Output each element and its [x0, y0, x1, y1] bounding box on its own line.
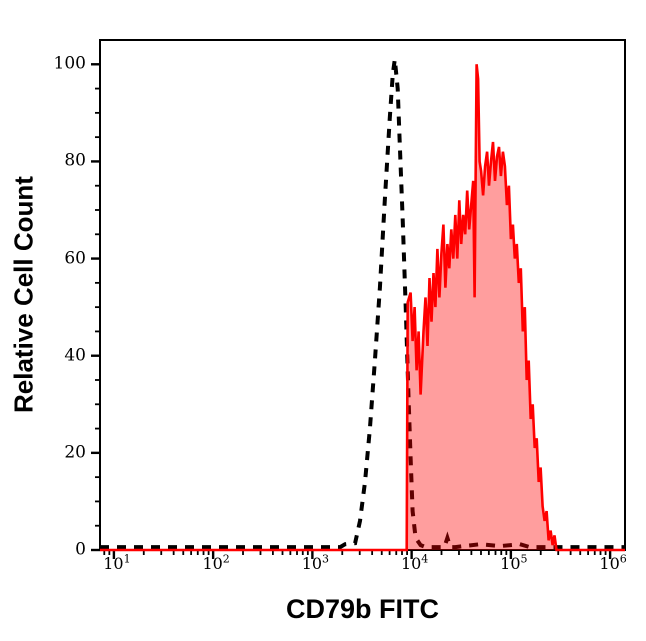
x-axis-title: CD79b FITC: [285, 594, 439, 624]
x-tick-label: 102: [202, 552, 230, 573]
y-tick-label: 20: [64, 442, 86, 463]
y-axis-title: Relative Cell Count: [8, 176, 39, 414]
y-tick-label: 40: [64, 345, 86, 366]
unstained-control-curve: [100, 59, 625, 550]
y-tick-label: 60: [64, 248, 86, 269]
y-tick-label: 80: [64, 150, 86, 171]
x-tick-label: 101: [103, 552, 131, 573]
x-tick-label: 105: [500, 552, 528, 573]
cd79b-fitc-stained-curve: [100, 64, 625, 552]
x-tick-label: 104: [400, 552, 429, 573]
y-tick-label: 100: [53, 53, 86, 74]
x-tick-label: 103: [301, 552, 330, 573]
cd79b-fitc-stained-fill: [100, 64, 625, 551]
y-tick-label: 0: [75, 539, 86, 560]
plot-frame: [99, 39, 626, 551]
x-tick-label: 106: [599, 552, 627, 573]
